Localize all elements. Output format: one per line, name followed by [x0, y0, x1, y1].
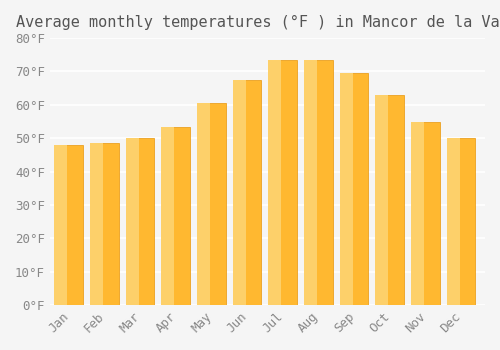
- Bar: [452, 138, 475, 305]
- Bar: [60, 145, 83, 305]
- Bar: [202, 103, 226, 305]
- Bar: [268, 60, 281, 305]
- Bar: [345, 73, 368, 305]
- Bar: [162, 127, 174, 305]
- Bar: [411, 121, 424, 305]
- Bar: [166, 127, 190, 305]
- Bar: [238, 80, 261, 305]
- Bar: [126, 138, 138, 305]
- Bar: [197, 103, 210, 305]
- Bar: [380, 95, 404, 305]
- Bar: [310, 60, 332, 305]
- Bar: [376, 95, 388, 305]
- Bar: [416, 121, 440, 305]
- Bar: [131, 138, 154, 305]
- Title: Average monthly temperatures (°F ) in Mancor de la Vall: Average monthly temperatures (°F ) in Ma…: [16, 15, 500, 30]
- Bar: [90, 143, 103, 305]
- Bar: [340, 73, 352, 305]
- Bar: [274, 60, 297, 305]
- Bar: [447, 138, 460, 305]
- Bar: [233, 80, 245, 305]
- Bar: [54, 145, 67, 305]
- Bar: [96, 143, 118, 305]
- Bar: [304, 60, 317, 305]
